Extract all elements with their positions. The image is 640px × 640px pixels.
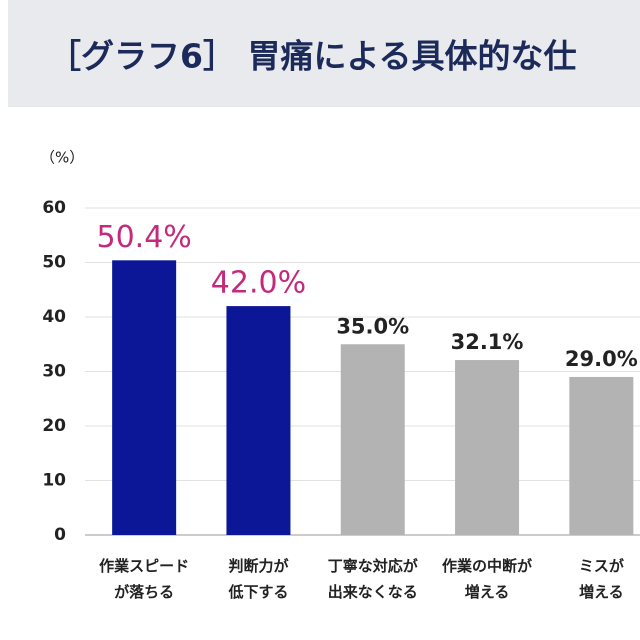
value-label: 35.0% — [336, 314, 409, 338]
x-tick-label: 作業スピードが落ちる — [99, 557, 189, 601]
bar — [112, 260, 177, 535]
value-label: 32.1% — [451, 330, 524, 354]
bar — [226, 306, 291, 535]
x-tick-label: 判断力が低下する — [227, 557, 289, 601]
chart-title: ［グラフ6］ 胃痛による具体的な仕 — [48, 37, 576, 76]
x-tick-label: 丁寧な対応が出来なくなる — [328, 557, 419, 601]
y-tick-label: 40 — [42, 307, 66, 327]
x-tick-label: 作業の中断が増える — [442, 557, 533, 601]
y-tick-label: 50 — [42, 253, 66, 273]
y-tick-label: 60 — [42, 198, 66, 218]
bar — [455, 360, 520, 535]
value-label: 50.4% — [96, 220, 191, 255]
y-unit: （%） — [40, 149, 84, 167]
y-tick-label: 30 — [42, 362, 66, 382]
y-tick-label: 20 — [42, 416, 66, 436]
bar — [569, 376, 634, 535]
bar — [340, 344, 405, 535]
value-label: 29.0% — [565, 347, 638, 371]
y-tick-label: 0 — [54, 525, 66, 545]
y-tick-label: 10 — [42, 471, 66, 491]
title-bar — [8, 0, 640, 107]
value-label: 42.0% — [211, 266, 306, 301]
x-tick-label: ミスが増える — [579, 557, 625, 601]
